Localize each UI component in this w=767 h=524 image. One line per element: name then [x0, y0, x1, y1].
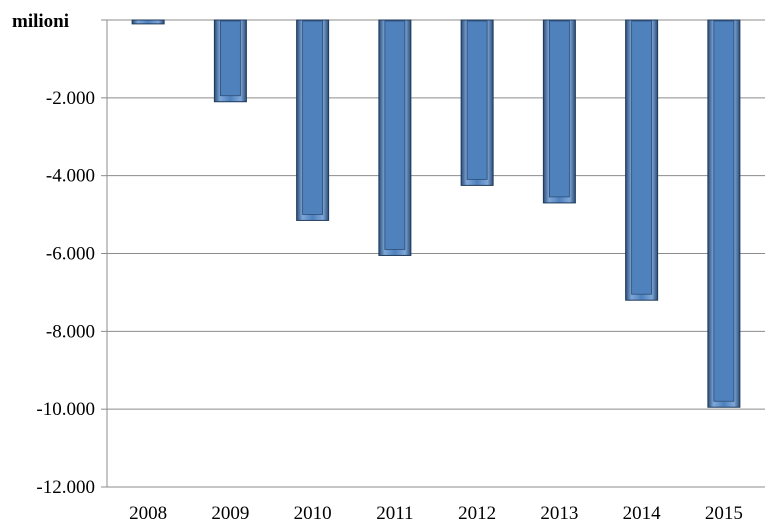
- bar-bevel-2012: [466, 20, 488, 180]
- x-tick-label: 2014: [623, 503, 662, 524]
- x-tick-label: 2013: [540, 503, 578, 524]
- y-tick-label: -12.000: [36, 477, 95, 498]
- bar-bevel-2009: [219, 20, 241, 97]
- gridlines: [107, 97, 765, 410]
- x-tick-label: 2009: [211, 503, 249, 524]
- x-tick-label: 2010: [294, 503, 332, 524]
- y-tick-label: -2.000: [46, 88, 95, 109]
- y-tick-label: -10.000: [36, 399, 95, 420]
- bar-bevel-2011: [384, 20, 406, 250]
- y-tick-label: -4.000: [46, 166, 95, 187]
- x-tick-label: 2012: [458, 503, 496, 524]
- y-tick-labels: -2.000 -4.000 -6.000 -8.000 -10.000 -12.000: [36, 88, 95, 498]
- x-tick-label: 2008: [129, 503, 167, 524]
- bar-bevel-2010: [302, 20, 324, 215]
- x-tick-label: 2015: [705, 503, 743, 524]
- y-tick-label: -6.000: [46, 244, 95, 265]
- x-tick-labels: 2008 2009 2010 2011 2012 2013 2014 2015: [129, 503, 743, 524]
- bar-2008: [131, 19, 165, 25]
- x-tick-label: 2011: [376, 503, 413, 524]
- bar-bevel-2014: [631, 20, 653, 295]
- bar-bevel-2015: [713, 20, 735, 402]
- y-tick-label: -8.000: [46, 321, 95, 342]
- y-unit-label: milioni: [12, 11, 69, 32]
- bars: [131, 19, 741, 408]
- bar-bevel-2013: [548, 20, 570, 198]
